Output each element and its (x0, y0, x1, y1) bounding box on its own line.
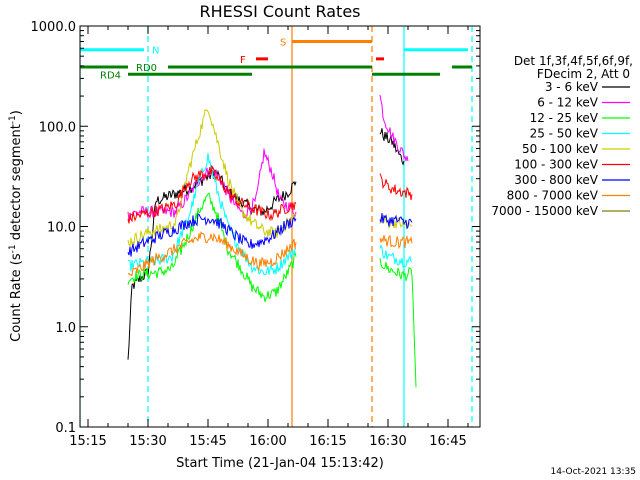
y-tick-label: 100.0 (39, 120, 76, 135)
x-tick-label: 16:30 (369, 434, 406, 449)
flag-label: N (152, 46, 159, 57)
x-axis-title: Start Time (21-Jan-04 15:13:42) (176, 456, 384, 471)
series-line (379, 212, 413, 230)
legend: Det 1f,3f,4f,5f,6f,9f, FDecim 2, Att 0 3… (491, 54, 633, 218)
series-line (379, 244, 412, 268)
y-axis-title-main: Count Rate (s (9, 253, 24, 342)
flag-label: S (280, 38, 286, 49)
series-line (127, 213, 297, 257)
series-line (379, 128, 405, 166)
x-tick-label: 15:45 (189, 434, 226, 449)
series-line (127, 192, 297, 303)
legend-label: 50 - 100 keV (522, 142, 599, 156)
x-tick-label: 15:30 (129, 434, 166, 449)
y-tick-label: 1.0 (55, 321, 76, 336)
series-line (127, 164, 297, 224)
chart-title: RHESSI Count Rates (200, 2, 361, 21)
flag-label: F (240, 55, 246, 66)
flag-label: RD0 (136, 63, 157, 74)
y-axis-title-sup1: -1 (8, 244, 18, 253)
legend-label: 25 - 50 keV (530, 127, 599, 141)
flag-label: RD4 (100, 70, 121, 81)
x-tick-label: 16:00 (249, 434, 286, 449)
y-tick-label: 0.1 (55, 421, 76, 436)
legend-label: 7000 - 15000 keV (491, 204, 598, 218)
legend-header-line1: Det 1f,3f,4f,5f,6f,9f, (514, 54, 633, 68)
series-line (127, 167, 297, 360)
y-axis-title-sup2: -1 (8, 115, 18, 124)
x-tick-label: 16:45 (429, 434, 466, 449)
series-line (127, 109, 297, 248)
legend-label: 100 - 300 keV (514, 158, 598, 172)
series-line (379, 173, 413, 200)
legend-header-line2: FDecim 2, Att 0 (537, 67, 630, 81)
x-tick-label: 15:15 (69, 434, 106, 449)
x-tick-label: 16:15 (309, 434, 346, 449)
legend-label: 12 - 25 keV (530, 111, 599, 125)
legend-label: 800 - 7000 keV (507, 189, 599, 203)
y-tick-label: 10.0 (47, 221, 76, 236)
series-line (379, 234, 413, 250)
legend-label: 6 - 12 keV (537, 96, 599, 110)
series-line (127, 231, 297, 277)
series-line (127, 148, 297, 222)
series-line (379, 258, 417, 388)
y-tick-label: 1000.0 (31, 20, 77, 35)
y-axis-title-end: ) (9, 110, 24, 115)
axes-layer: 0.1 1.0 10.0 100.0 1000.0 15:15 15:30 15:45 16:0… (31, 20, 480, 449)
plot-frame (79, 25, 481, 428)
legend-label: 300 - 800 keV (514, 173, 598, 187)
legend-label: 3 - 6 keV (545, 80, 599, 94)
y-axis-title-mid: detector segment (9, 124, 24, 244)
series-line (379, 94, 409, 162)
overlay-layer (80, 26, 473, 427)
y-axis-title: Count Rate (s-1 detector segment-1) (8, 110, 24, 342)
generation-timestamp: 14-Oct-2021 13:35 (551, 467, 636, 477)
series-layer (127, 94, 417, 388)
